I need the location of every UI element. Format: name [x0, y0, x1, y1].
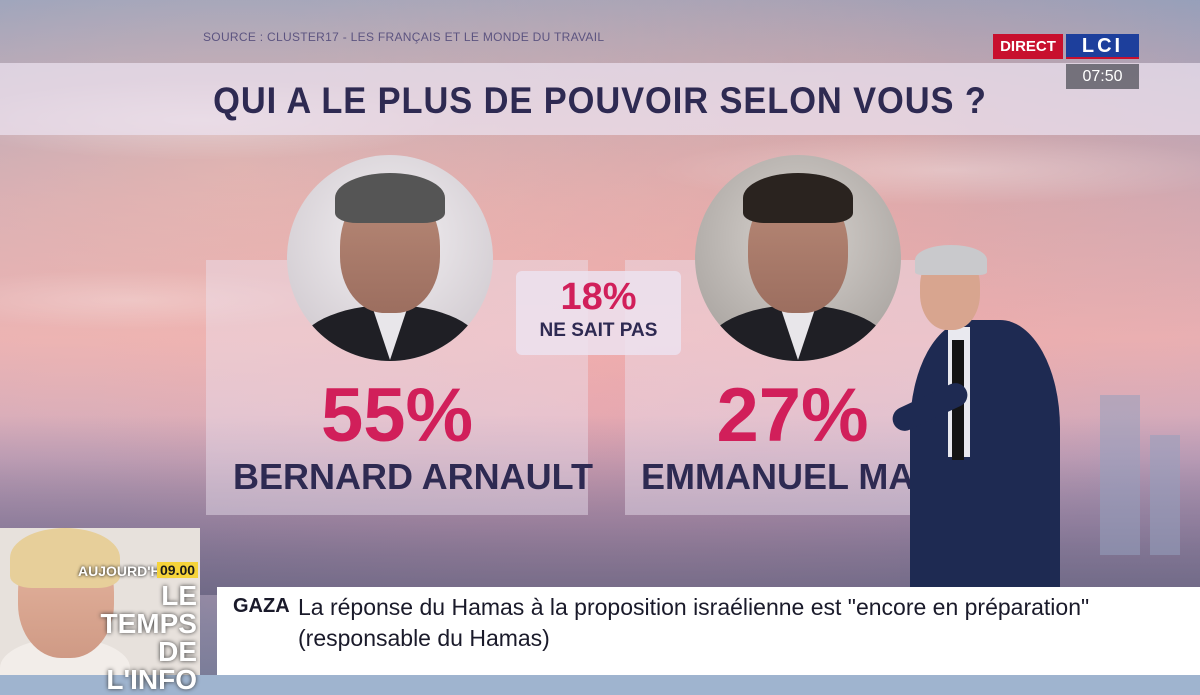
- promo-time: 09.00: [157, 562, 199, 578]
- percent-right: 27%: [716, 373, 869, 458]
- show-promo: [0, 528, 200, 675]
- percent-left: 55%: [320, 373, 474, 458]
- background-tower: [1150, 435, 1180, 555]
- promo-day: AUJOURD'HUI: [78, 563, 175, 579]
- channel-logo: LCI: [1066, 34, 1139, 59]
- direct-badge: DIRECT: [993, 34, 1063, 59]
- undecided-percent: 18%: [560, 276, 637, 318]
- undecided-box: [516, 271, 681, 355]
- background-tower: [1100, 395, 1140, 555]
- clock: 07:50: [1066, 64, 1139, 89]
- presenter-suit: [910, 320, 1060, 590]
- news-ticker: [217, 587, 1200, 675]
- presenter: [888, 245, 1090, 590]
- title-band: [0, 63, 1200, 135]
- hair: [335, 173, 445, 223]
- hair: [743, 173, 853, 223]
- portrait-right: [695, 155, 901, 361]
- portrait-left: [287, 155, 493, 361]
- name-left: BERNARD ARNAULT: [233, 456, 593, 497]
- ticker-headline: La réponse du Hamas à la proposition isr…: [298, 594, 1090, 651]
- ticker-tag: GAZA: [233, 595, 290, 617]
- source-caption: SOURCE : CLUSTER17 - LES FRANÇAIS ET LE …: [203, 30, 605, 44]
- presenter-hair: [915, 245, 987, 275]
- promo-host-hair: [10, 528, 120, 588]
- poll-question: QUI A LE PLUS DE POUVOIR SELON VOUS ?: [213, 80, 987, 121]
- promo-show-title: LE TEMPS DE L'INFO: [100, 580, 197, 695]
- undecided-label: NE SAIT PAS: [539, 320, 658, 341]
